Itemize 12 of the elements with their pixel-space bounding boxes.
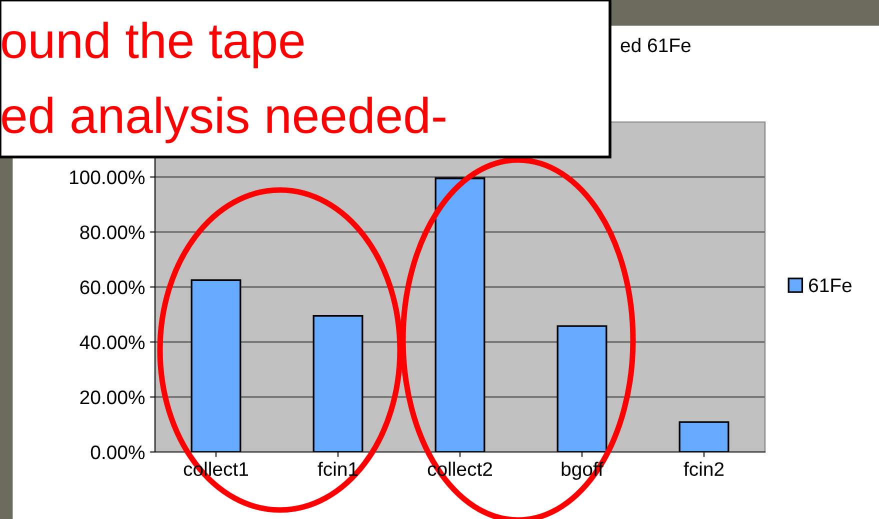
text: ound the tape	[2, 22, 304, 68]
chart-title: ed 61Fe	[620, 38, 690, 52]
legend-label: 61Fe	[809, 278, 852, 292]
y-tick-label: 100.00%	[70, 170, 145, 184]
y-tick-label: 60.00%	[80, 280, 145, 294]
x-tick-label: fcin1	[318, 462, 358, 476]
y-tick-label: 20.00%	[80, 390, 145, 404]
annotation: ed analysis needed-	[2, 96, 446, 144]
x-tick-label: fcin2	[684, 462, 724, 476]
y-tick-label: 0.00%	[90, 445, 145, 460]
y-tick-label: 40.00%	[80, 335, 145, 350]
y-tick-label: 80.00%	[80, 225, 145, 240]
